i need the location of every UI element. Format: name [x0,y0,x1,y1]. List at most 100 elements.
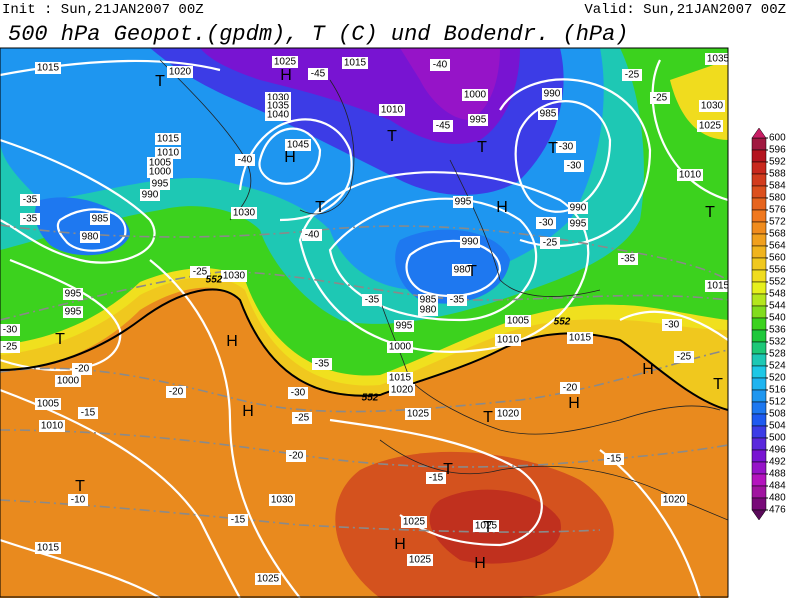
colorbar-box [751,209,767,223]
isoline-label: 1000 [149,167,172,178]
colorbar-box [751,329,767,343]
label-box [604,453,624,465]
colorbar-tick-label: 556 [769,265,786,276]
colorbar-tick-label: 480 [769,493,786,504]
label-box [662,319,682,331]
colorbar-box [751,449,767,463]
colorbar-box [751,137,767,151]
colorbar-tick-label: 520 [769,373,786,384]
isoline-label: -30 [3,325,18,336]
label-box [155,147,181,159]
colorbar-box [751,305,767,319]
label-box [72,363,92,375]
colorbar-box [751,461,767,475]
isoline-label: 985 [540,109,557,120]
colorbar-tick-label: 476 [769,505,786,516]
colorbar-box [751,341,767,355]
label-box [167,66,193,78]
colorbar-box [751,293,767,307]
label-box [39,420,65,432]
colorbar-box [751,377,767,391]
colorbar-box [751,257,767,271]
colorbar-box [751,233,767,247]
label-box [426,472,446,484]
isoline-label: -15 [231,515,246,526]
isoline-label: -10 [71,495,86,506]
isoline-label: 980 [420,305,437,316]
pressure-center: T [315,199,325,216]
isoline-label: 985 [420,295,437,306]
isoline-label: -45 [311,69,326,80]
isoline-label: 995 [470,115,487,126]
colorbar-tick-label: 504 [769,421,786,432]
isoline-label: 1020 [169,67,192,78]
label-box [302,229,322,241]
label-box [453,196,473,208]
label-box [536,217,556,229]
label-box [538,108,558,120]
colorbar-box [751,473,767,487]
label-box [677,169,703,181]
colorbar-tick-label: 484 [769,481,786,492]
label-box [68,494,88,506]
isoline-label: -25 [653,93,668,104]
label-box [308,68,328,80]
label-box [387,341,413,353]
isoline-label: 995 [65,307,82,318]
isoline-label: -30 [567,161,582,172]
label-box [140,189,160,201]
colorbar-tick-label: 544 [769,301,786,312]
label-box [342,57,368,69]
colorbar-box [751,281,767,295]
label-box [433,120,453,132]
isoline-label: 995 [570,219,587,230]
contour-552 [0,288,728,411]
label-box [63,306,83,318]
colorbar-box [751,149,767,163]
isoline-label: -20 [169,387,184,398]
label-box [20,213,40,225]
label-box [650,92,670,104]
isoline-label: 1015 [37,543,60,554]
colorbar-tick-label: 536 [769,325,786,336]
isoline-label: -25 [3,342,18,353]
label-box [312,358,332,370]
colorbar-tick-label: 584 [769,181,786,192]
colorbar-tick-label: 496 [769,445,786,456]
colorbar-tick-label: 488 [769,469,786,480]
isoline-label: 1020 [391,385,414,396]
colorbar-box [751,425,767,439]
label-box [362,294,382,306]
isoline-label: 980 [82,232,99,243]
isoline-label: 1015 [157,134,180,145]
label-box [568,202,588,214]
contour-label: 552 [362,393,379,404]
colorbar-box [751,497,767,511]
isoline-label: 1015 [389,373,412,384]
label-box [285,139,311,151]
isoline-label: 1030 [271,495,294,506]
label-box [155,133,181,145]
isoline-label: 990 [570,203,587,214]
colorbar-box [751,413,767,427]
colorbar-tick-label: 548 [769,289,786,300]
colorbar-box [751,485,767,499]
colorbar-tick-label: 540 [769,313,786,324]
colorbar-tick-label: 524 [769,361,786,372]
colorbar-tick-label: 596 [769,145,786,156]
isoline-label: -45 [436,121,451,132]
isoline-label: -25 [677,352,692,363]
isoline-label: 1020 [497,409,520,420]
label-box [618,253,638,265]
colorbar-box [751,353,767,367]
label-box [542,88,562,100]
isoline-label: 1025 [274,57,297,68]
label-box [567,332,593,344]
label-box [147,166,173,178]
isoline-label: 1025 [409,555,432,566]
pressure-center: H [226,333,238,350]
map-frame [0,47,729,598]
label-box [228,514,248,526]
isoline-label: 995 [455,197,472,208]
